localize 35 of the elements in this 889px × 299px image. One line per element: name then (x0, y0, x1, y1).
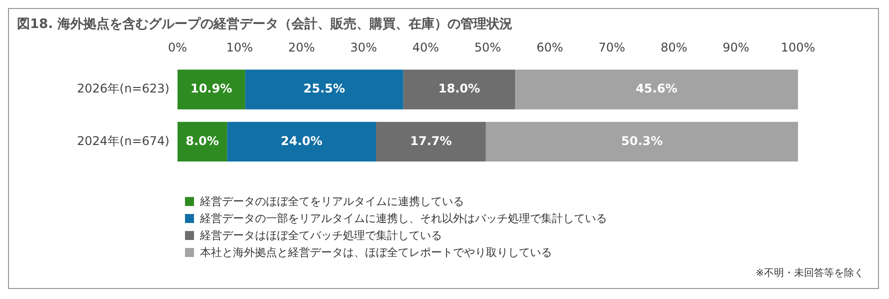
text: 10.9% (190, 82, 232, 96)
text: 8.0% (186, 134, 219, 148)
legend-label: 本社と海外拠点と経営データは、ほぼ全てレポートでやり取りしている (200, 245, 552, 261)
x-tick-label: 60% (536, 40, 564, 54)
text: 24.0% (280, 134, 322, 148)
bar (227, 122, 376, 162)
text: 25.5% (303, 82, 346, 96)
bar (486, 122, 798, 162)
legend-label: 経営データの一部をリアルタイムに連携し、それ以外はバッチ処理で集計している (200, 211, 607, 227)
bar (515, 70, 798, 110)
x-tick-label: 0% (168, 40, 187, 54)
text: 18.0% (438, 82, 480, 96)
bar (376, 122, 486, 162)
x-tick-label: 10% (226, 40, 253, 54)
x-tick-label: 100% (780, 40, 816, 54)
legend-label: 経営データはほぼ全てバッチ処理で集計している (200, 228, 442, 244)
bar (177, 122, 228, 162)
text: ※不明・未回答等を除く (756, 266, 864, 280)
bar (403, 70, 516, 110)
text: 50.3% (621, 134, 663, 148)
y-tick-label: 2026年(n=623) (77, 82, 170, 96)
legend-label: 経営データのほぼ全てをリアルタイムに連携している (200, 194, 464, 210)
x-tick-label: 30% (350, 40, 377, 54)
bar (177, 70, 246, 110)
text: 45.6% (636, 82, 678, 96)
x-tick-label: 70% (598, 40, 626, 54)
x-tick-label: 80% (660, 40, 688, 54)
y-tick-label: 2024年(n=674) (77, 134, 170, 148)
x-tick-label: 20% (288, 40, 315, 54)
x-tick-label: 50% (474, 40, 502, 54)
text: 17.7% (410, 134, 452, 148)
chart-title: 図18. 海外拠点を含むグループの経営データ（会計、販売、購買、在庫）の管理状況 (16, 16, 514, 33)
bar (245, 70, 404, 110)
x-tick-label: 90% (722, 40, 750, 54)
x-tick-label: 40% (412, 40, 440, 54)
